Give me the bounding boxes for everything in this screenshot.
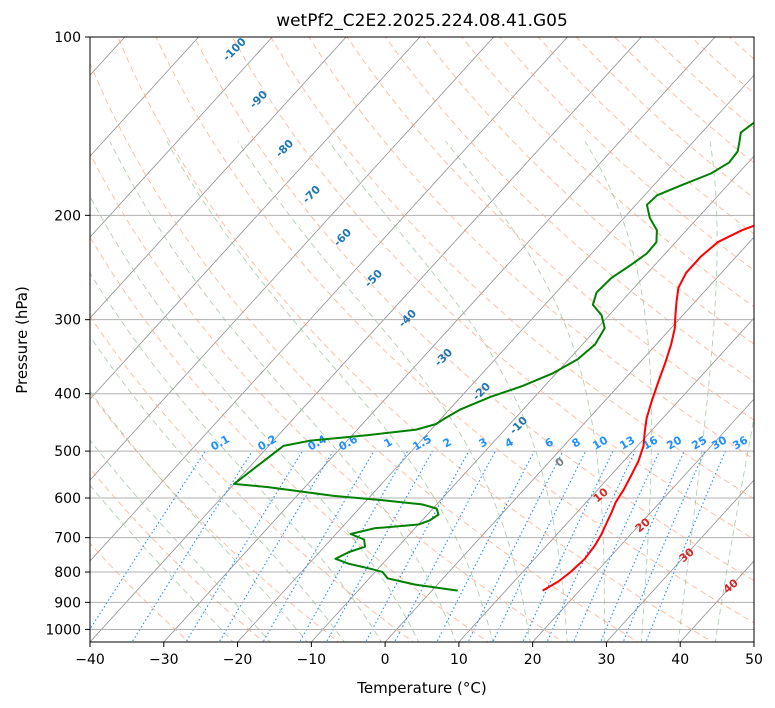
chart-title: wetPf2_C2E2.2025.224.08.41.G05 <box>276 11 568 31</box>
mixing-ratio-line <box>365 450 470 642</box>
isotherm-line <box>458 317 754 642</box>
moist-adiabat-line <box>90 272 382 642</box>
moist-adiabat-line <box>445 141 605 642</box>
y-tick-label: 100 <box>54 30 81 46</box>
y-tick-label: 300 <box>54 313 81 329</box>
isotherm-line <box>310 155 754 642</box>
dry-adiabat-line <box>90 315 415 642</box>
x-tick-label: 0 <box>381 652 390 668</box>
mixing-ratio-line <box>131 450 253 642</box>
moist-adiabat-line <box>90 439 271 642</box>
mixing-ratio-line <box>436 450 535 642</box>
moist-adiabat-line <box>237 141 531 642</box>
plot-frame <box>89 36 755 643</box>
y-axis-title: Pressure (hPa) <box>13 286 31 394</box>
y-tick-label: 900 <box>54 595 81 611</box>
isotherm-line <box>753 641 754 642</box>
isotherm-line <box>163 37 716 642</box>
x-tick-label: −10 <box>297 652 327 668</box>
y-tick-label: 500 <box>54 444 81 460</box>
y-tick-label: 800 <box>54 565 81 581</box>
moist-adiabat-line <box>90 390 308 642</box>
dewpoint-profile-line <box>233 122 754 592</box>
pressure-gridlines <box>90 37 754 630</box>
y-tick-label: 700 <box>54 531 81 547</box>
mixing-ratio-line <box>262 450 375 642</box>
x-tick-label: −40 <box>75 652 105 668</box>
moist-adiabat-line <box>166 141 494 642</box>
isotherm-line <box>90 37 569 562</box>
mixing-ratio-line <box>393 450 496 642</box>
isotherm-line <box>605 479 754 642</box>
isotherm-line <box>384 236 754 642</box>
x-axis: −40 −30 −20 −10 0 10 20 30 40 50 <box>75 642 763 668</box>
y-tick-label: 600 <box>54 491 81 507</box>
dry-adiabat-line <box>384 37 754 383</box>
x-tick-label: 20 <box>524 652 542 668</box>
x-tick-label: −20 <box>223 652 253 668</box>
moist-adiabat-line <box>90 195 420 642</box>
mixing-ratio-line <box>90 450 206 631</box>
y-tick-label: 200 <box>54 208 81 224</box>
isotherm-line <box>90 37 495 481</box>
isotherm-line <box>90 37 642 642</box>
mixing-ratio-line <box>622 450 706 642</box>
y-tick-label: 400 <box>54 387 81 403</box>
moist-adiabat-line <box>714 415 754 642</box>
isotherm-line <box>532 398 754 642</box>
moist-adiabat-line <box>328 141 568 642</box>
moist-adiabat-line <box>677 141 718 642</box>
moist-adiabat-line <box>90 484 234 642</box>
x-axis-title: Temperature (°C) <box>356 679 486 697</box>
mixing-ratio-line <box>185 450 303 642</box>
x-tick-label: 10 <box>450 652 468 668</box>
isotherm-line <box>90 37 421 400</box>
isotherm-line <box>90 37 347 319</box>
isotherm-line <box>237 74 754 642</box>
x-tick-label: −30 <box>149 652 179 668</box>
temperature-profile-line <box>542 224 754 592</box>
x-tick-label: 30 <box>598 652 616 668</box>
dry-adiabat-line <box>90 392 340 642</box>
profile-lines <box>233 122 754 592</box>
dry-adiabat-line <box>423 37 754 345</box>
y-axis: 100 200 300 400 500 600 700 800 900 1000 <box>45 30 90 638</box>
mixing-ratio-line <box>522 450 614 642</box>
isotherm-line <box>90 37 200 157</box>
isotherm-line <box>90 37 273 238</box>
mixing-ratio-line <box>645 450 727 642</box>
dry-adiabat-line <box>461 37 754 308</box>
mixing-ratio-line <box>546 450 636 642</box>
x-tick-label: 50 <box>745 652 763 668</box>
x-tick-label: 40 <box>671 652 689 668</box>
isotherm-line <box>0 24 63 645</box>
moist-adiabat-line <box>584 141 653 642</box>
y-tick-label: 1000 <box>45 622 81 638</box>
